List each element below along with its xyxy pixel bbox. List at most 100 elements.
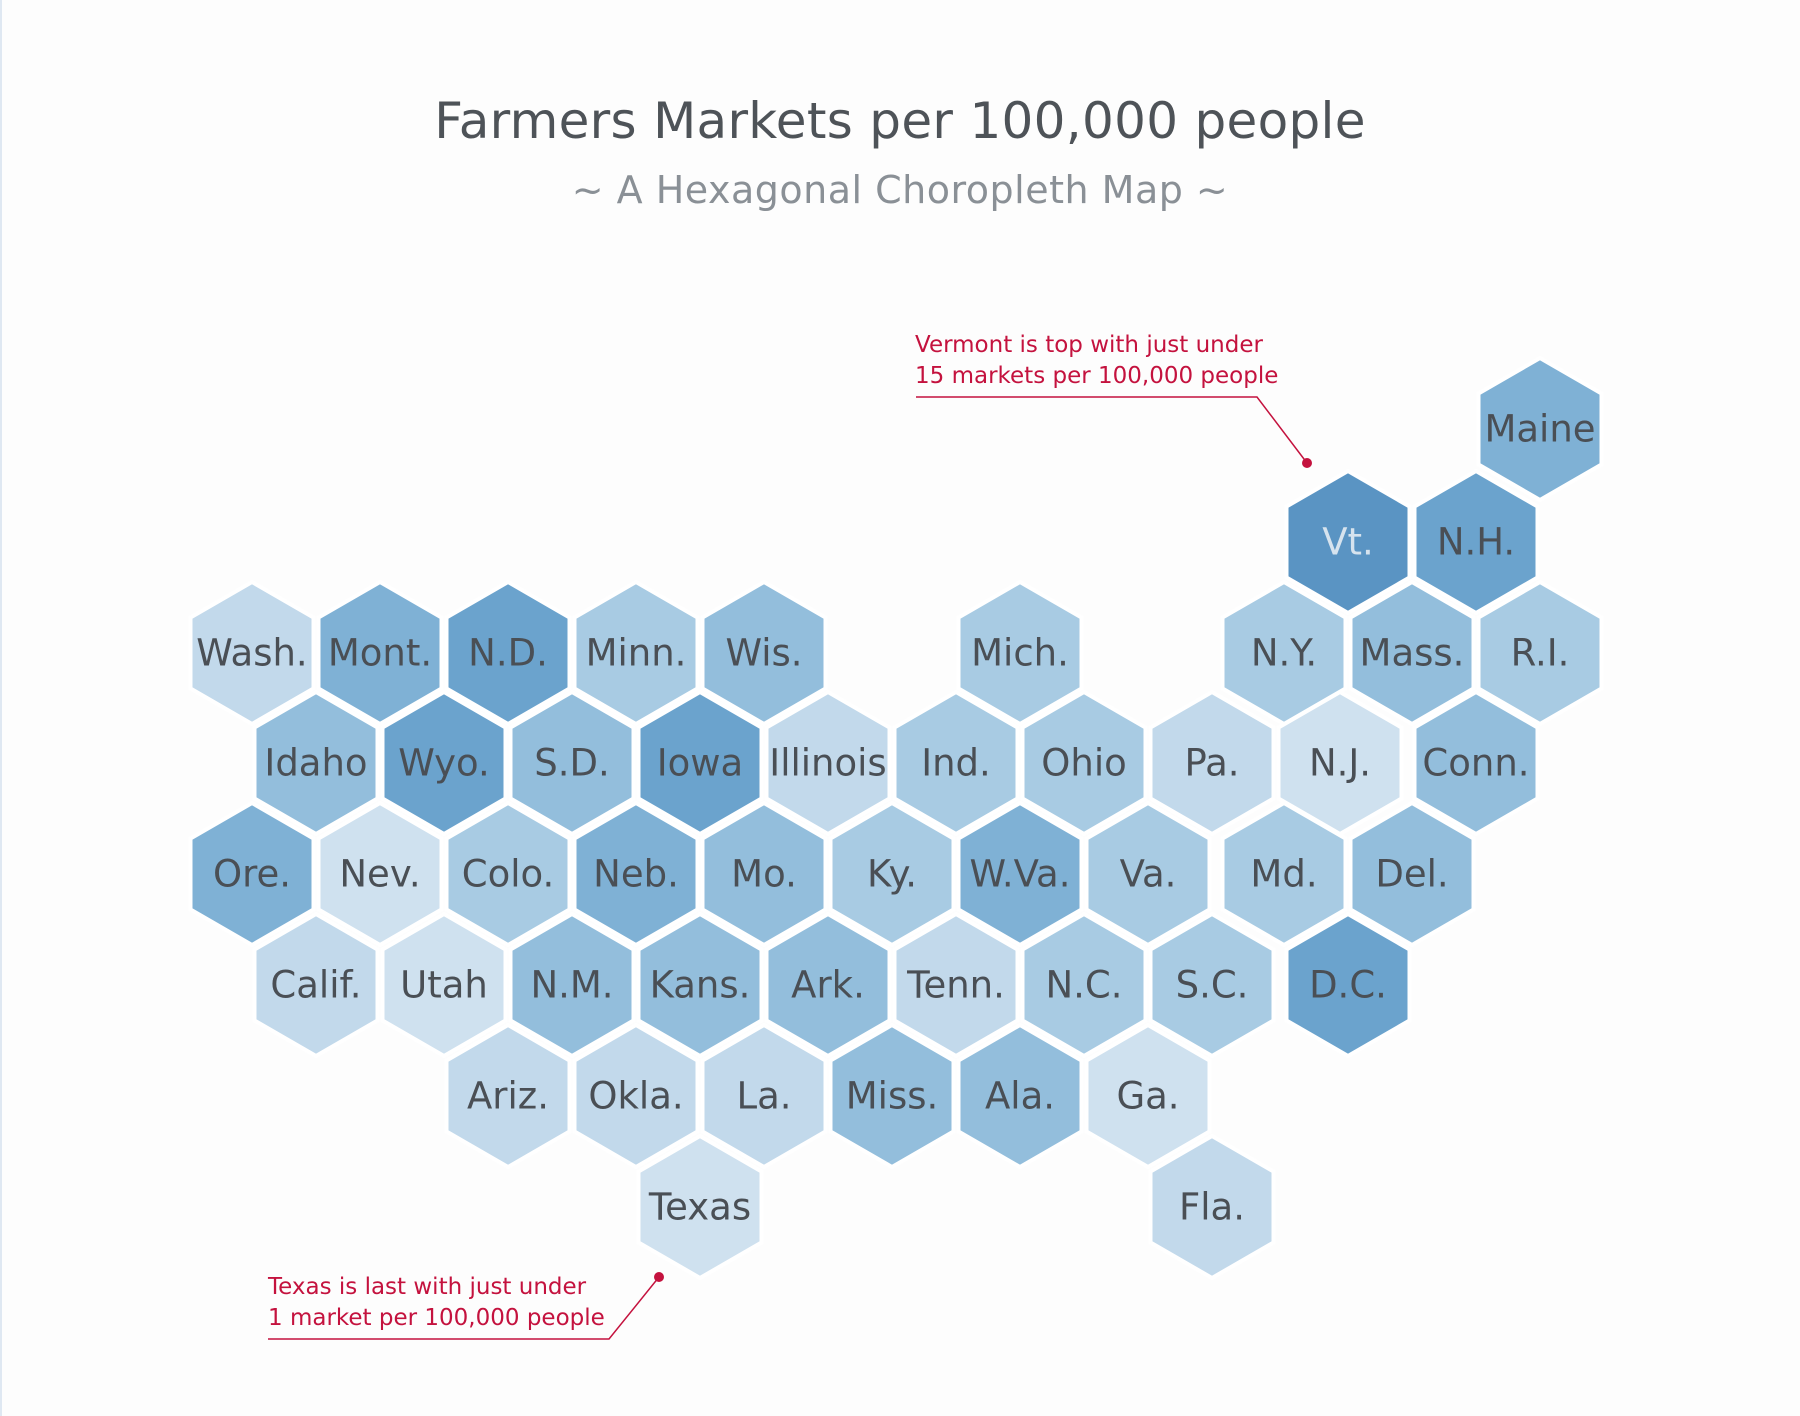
texas-annotation-line2: 1 market per 100,000 people bbox=[268, 1305, 605, 1331]
state-hex-n-c: N.C. bbox=[1020, 911, 1148, 1059]
state-hex-shape bbox=[956, 800, 1084, 948]
state-hex-fla: Fla. bbox=[1148, 1133, 1276, 1281]
state-label: Ariz. bbox=[467, 1075, 549, 1118]
state-hex-tenn: Tenn. bbox=[892, 911, 1020, 1059]
state-label: La. bbox=[736, 1075, 791, 1118]
state-hex-shape bbox=[1084, 1022, 1212, 1170]
state-hex-shape bbox=[444, 800, 572, 948]
state-hex-shape bbox=[572, 800, 700, 948]
state-hex-shape bbox=[1148, 689, 1276, 837]
state-hex-kans: Kans. bbox=[636, 911, 764, 1059]
state-label: Nev. bbox=[339, 853, 420, 896]
state-hex-shape bbox=[636, 1133, 764, 1281]
state-hex-mo: Mo. bbox=[700, 800, 828, 948]
state-label: Md. bbox=[1250, 853, 1317, 896]
state-label: Illinois bbox=[769, 742, 886, 785]
state-label: Utah bbox=[400, 964, 488, 1007]
state-label: N.D. bbox=[468, 632, 548, 675]
state-hex-shape bbox=[444, 579, 572, 727]
state-label: Idaho bbox=[264, 742, 367, 785]
state-label: Ark. bbox=[791, 964, 865, 1007]
state-label: Wyo. bbox=[398, 742, 490, 785]
state-label: R.I. bbox=[1511, 632, 1570, 675]
state-hex-okla: Okla. bbox=[572, 1022, 700, 1170]
state-hex-shape bbox=[1412, 468, 1540, 616]
state-hex-shape bbox=[1220, 800, 1348, 948]
state-label: Minn. bbox=[586, 632, 687, 675]
state-hex-shape bbox=[508, 689, 636, 837]
state-hex-nev: Nev. bbox=[316, 800, 444, 948]
state-label: Maine bbox=[1484, 408, 1595, 451]
state-hex-shape bbox=[1020, 911, 1148, 1059]
state-hex-ark: Ark. bbox=[764, 911, 892, 1059]
state-label: Ga. bbox=[1116, 1075, 1179, 1118]
vermont-leader-line bbox=[916, 396, 1308, 464]
state-hex-shape bbox=[380, 911, 508, 1059]
state-hex-ga: Ga. bbox=[1084, 1022, 1212, 1170]
state-hex-texas: Texas bbox=[636, 1133, 764, 1281]
state-label: Ore. bbox=[213, 853, 291, 896]
state-label: Wis. bbox=[725, 632, 802, 675]
state-hex-mich: Mich. bbox=[956, 579, 1084, 727]
state-label: S.D. bbox=[534, 742, 610, 785]
state-hex-utah: Utah bbox=[380, 911, 508, 1059]
state-hex-shape bbox=[892, 689, 1020, 837]
state-label: N.H. bbox=[1437, 521, 1515, 564]
state-hex-neb: Neb. bbox=[572, 800, 700, 948]
state-hex-wash: Wash. bbox=[188, 579, 316, 727]
state-label: Ala. bbox=[985, 1075, 1055, 1118]
state-hex-ind: Ind. bbox=[892, 689, 1020, 837]
state-hex-s-c: S.C. bbox=[1148, 911, 1276, 1059]
state-label: D.C. bbox=[1309, 964, 1387, 1007]
state-label: Fla. bbox=[1179, 1186, 1245, 1229]
state-hex-ore: Ore. bbox=[188, 800, 316, 948]
map-subtitle: ~ A Hexagonal Choropleth Map ~ bbox=[571, 168, 1229, 212]
state-hex-shape bbox=[188, 579, 316, 727]
state-label: Neb. bbox=[593, 853, 679, 896]
state-hex-shape bbox=[1348, 800, 1476, 948]
state-label: S.C. bbox=[1176, 964, 1249, 1007]
state-hex-d-c: D.C. bbox=[1284, 911, 1412, 1059]
texas-leader-dot bbox=[654, 1272, 664, 1282]
state-hex-n-j: N.J. bbox=[1276, 689, 1404, 837]
state-label: Miss. bbox=[846, 1075, 939, 1118]
state-hex-del: Del. bbox=[1348, 800, 1476, 948]
state-hex-shape bbox=[1348, 579, 1476, 727]
state-hex-mont: Mont. bbox=[316, 579, 444, 727]
annotation-leaders bbox=[268, 396, 1312, 1340]
state-label: Mich. bbox=[971, 632, 1069, 675]
texas-leader-line bbox=[268, 1276, 660, 1340]
state-label: Pa. bbox=[1184, 742, 1239, 785]
state-label: Va. bbox=[1120, 853, 1177, 896]
state-hex-shape bbox=[1412, 689, 1540, 837]
state-hex-la: La. bbox=[700, 1022, 828, 1170]
state-hex-shape bbox=[956, 579, 1084, 727]
state-hex-w-va: W.Va. bbox=[956, 800, 1084, 948]
state-hex-calif: Calif. bbox=[252, 911, 380, 1059]
state-label: Ind. bbox=[921, 742, 991, 785]
state-hex-wis: Wis. bbox=[700, 579, 828, 727]
state-label: Ohio bbox=[1041, 742, 1127, 785]
state-hex-shape bbox=[316, 800, 444, 948]
state-hex-vt: Vt. bbox=[1284, 468, 1412, 616]
state-hex-n-m: N.M. bbox=[508, 911, 636, 1059]
state-hex-shape bbox=[1148, 911, 1276, 1059]
state-hex-shape bbox=[380, 689, 508, 837]
vermont-annotation: Vermont is top with just under 15 market… bbox=[915, 330, 1278, 392]
state-hex-md: Md. bbox=[1220, 800, 1348, 948]
state-label: Kans. bbox=[650, 964, 751, 1007]
state-hex-ohio: Ohio bbox=[1020, 689, 1148, 837]
state-hex-shape bbox=[188, 800, 316, 948]
state-hex-shape bbox=[700, 579, 828, 727]
state-label: W.Va. bbox=[970, 853, 1071, 896]
state-label: N.M. bbox=[530, 964, 613, 1007]
state-hex-maine: Maine bbox=[1476, 355, 1604, 503]
state-hex-shape bbox=[636, 911, 764, 1059]
state-hex-shape bbox=[700, 1022, 828, 1170]
state-hex-shape bbox=[1476, 579, 1604, 727]
map-title: Farmers Markets per 100,000 people bbox=[434, 92, 1366, 150]
state-label: Iowa bbox=[657, 742, 743, 785]
vermont-leader-dot bbox=[1302, 458, 1312, 468]
state-label: Mont. bbox=[328, 632, 432, 675]
